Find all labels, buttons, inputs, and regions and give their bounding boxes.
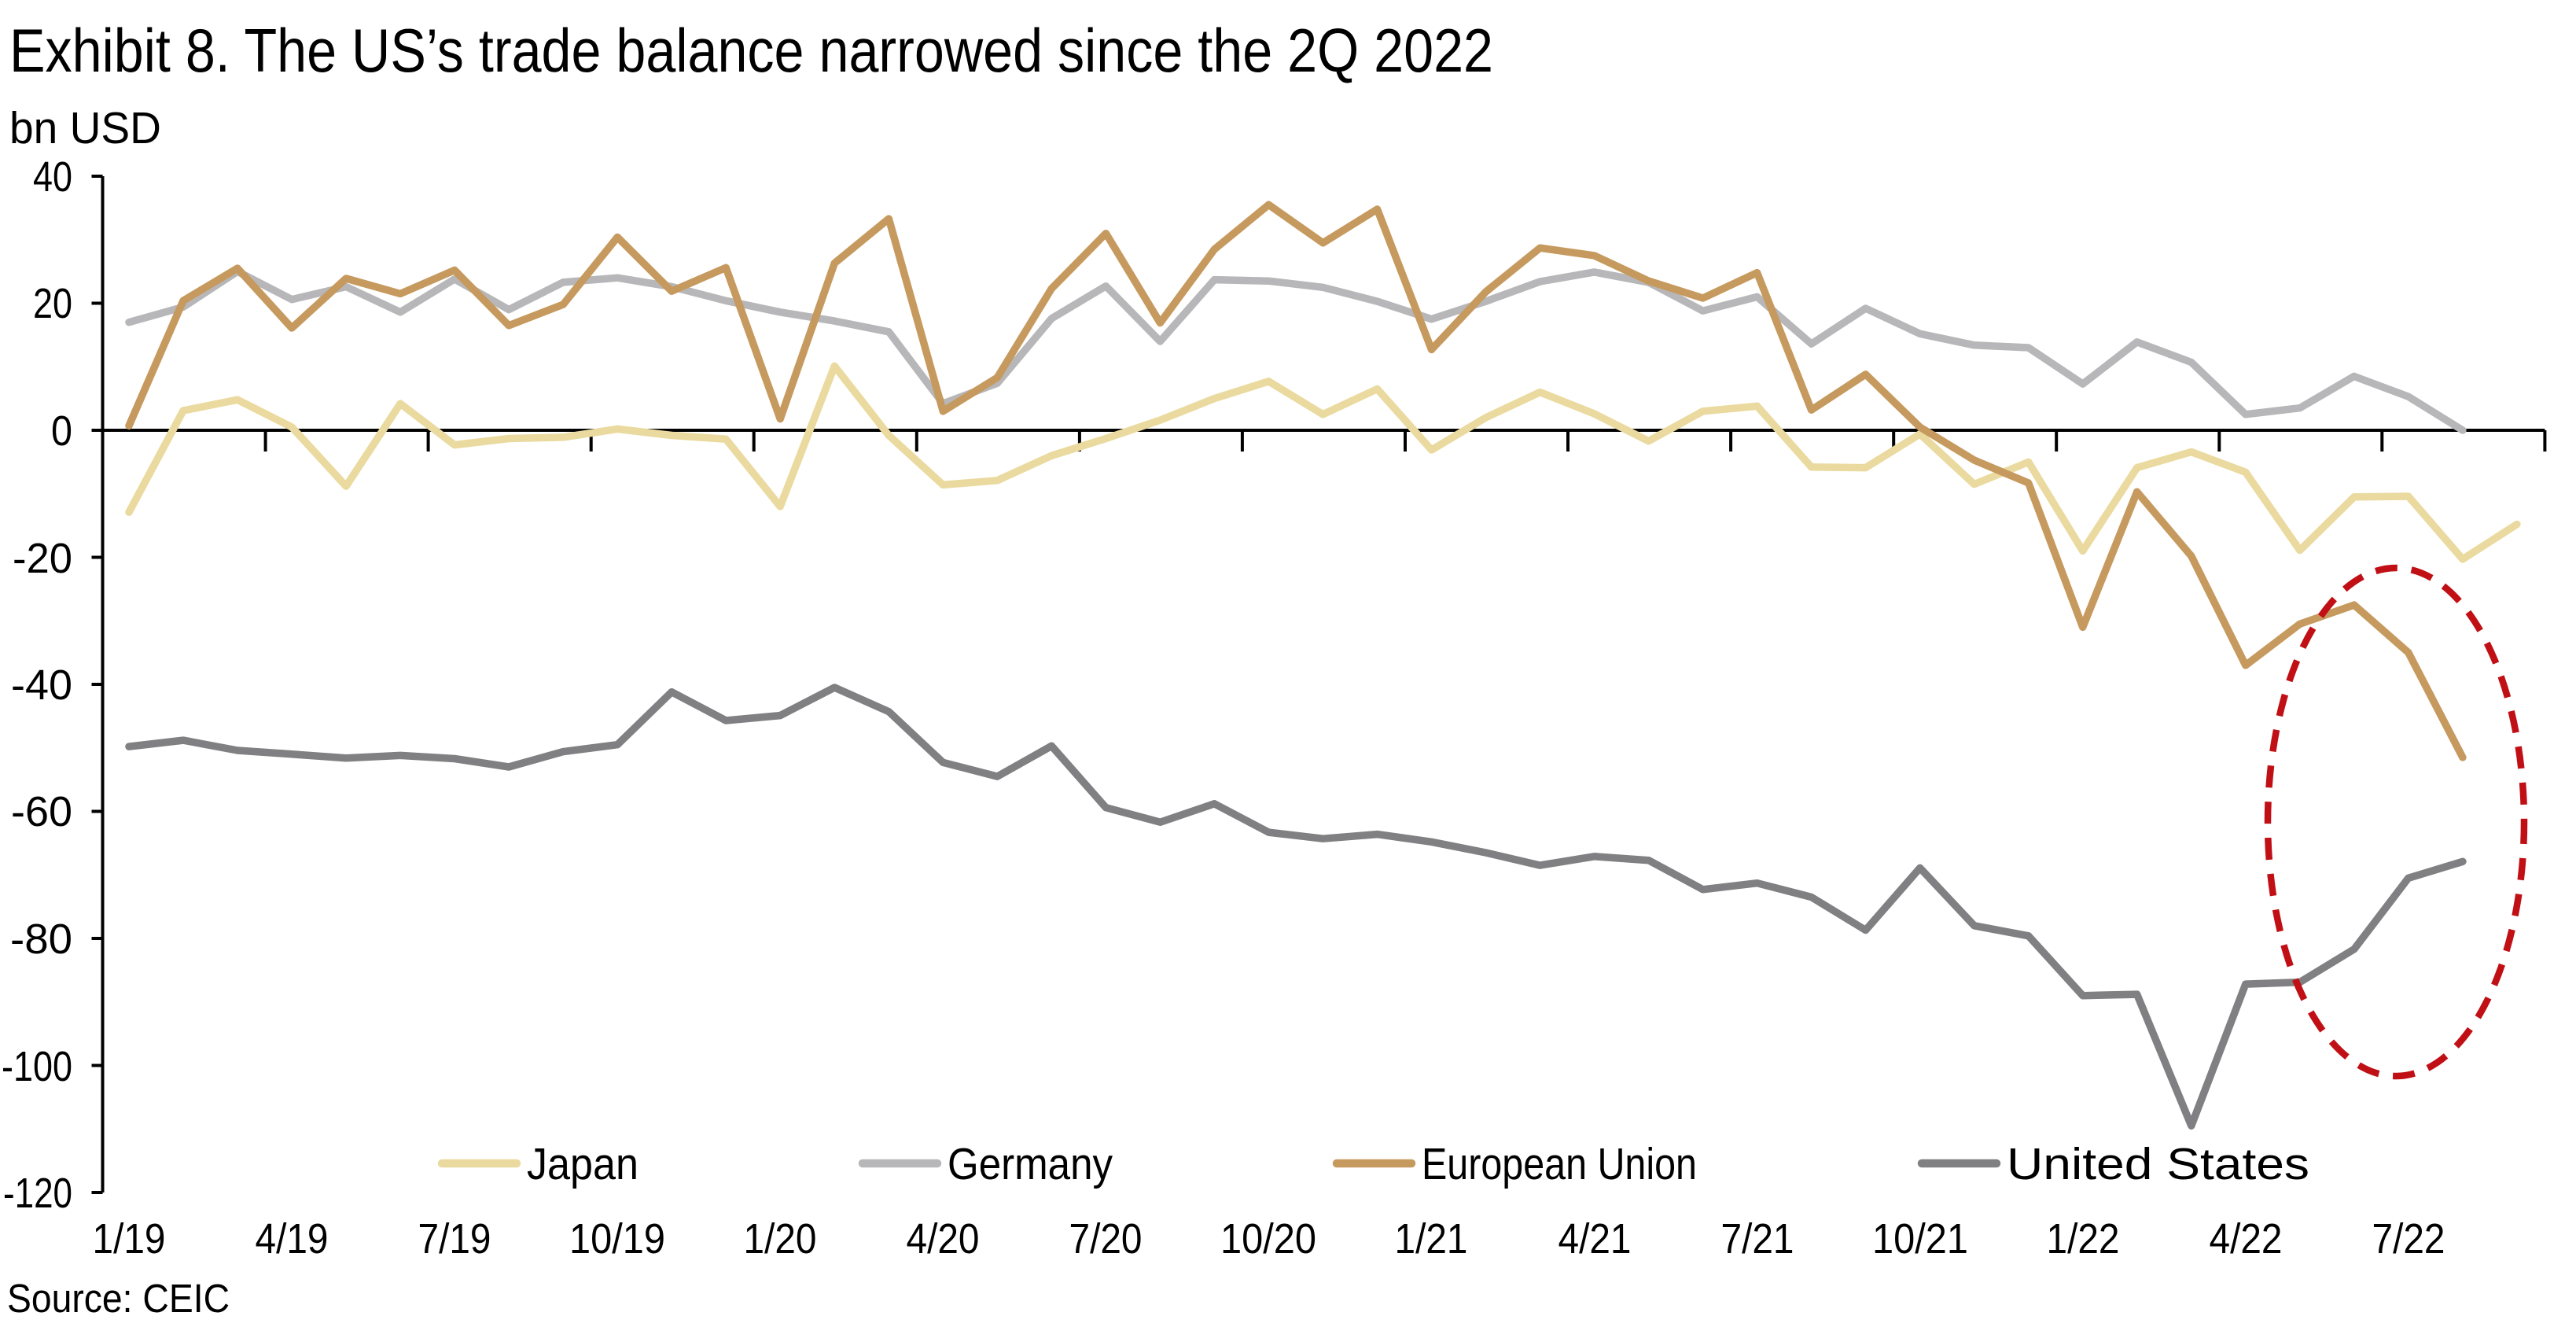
svg-text:United States: United States: [2007, 1139, 2309, 1189]
svg-text:-20: -20: [13, 535, 72, 582]
svg-text:1/20: 1/20: [744, 1215, 817, 1262]
svg-text:bn USD: bn USD: [9, 103, 161, 153]
svg-text:1/19: 1/19: [93, 1215, 166, 1262]
svg-text:Germany: Germany: [948, 1139, 1113, 1189]
svg-text:4/20: 4/20: [907, 1215, 980, 1262]
svg-text:-80: -80: [10, 916, 72, 963]
svg-text:7/22: 7/22: [2372, 1215, 2445, 1262]
svg-text:1/22: 1/22: [2047, 1215, 2120, 1262]
svg-text:Exhibit 8. The US’s trade bala: Exhibit 8. The US’s trade balance narrow…: [9, 16, 1493, 85]
svg-text:-100: -100: [2, 1043, 72, 1090]
svg-text:10/21: 10/21: [1872, 1215, 1968, 1262]
svg-text:European Union: European Union: [1422, 1139, 1697, 1189]
svg-text:-120: -120: [3, 1170, 72, 1217]
svg-text:4/19: 4/19: [256, 1215, 329, 1262]
svg-text:7/20: 7/20: [1069, 1215, 1143, 1262]
svg-text:4/21: 4/21: [1558, 1215, 1632, 1262]
svg-text:10/20: 10/20: [1220, 1215, 1316, 1262]
svg-text:-40: -40: [11, 662, 72, 709]
svg-text:0: 0: [51, 407, 72, 455]
svg-text:20: 20: [33, 280, 72, 327]
svg-text:Source: CEIC: Source: CEIC: [7, 1276, 230, 1321]
svg-text:-60: -60: [11, 788, 72, 835]
svg-text:4/22: 4/22: [2210, 1215, 2283, 1262]
svg-text:40: 40: [33, 153, 72, 201]
svg-text:1/21: 1/21: [1395, 1215, 1468, 1262]
svg-text:7/19: 7/19: [418, 1215, 491, 1262]
svg-text:10/19: 10/19: [569, 1215, 665, 1262]
svg-text:Japan: Japan: [527, 1139, 638, 1189]
svg-text:7/21: 7/21: [1721, 1215, 1794, 1262]
